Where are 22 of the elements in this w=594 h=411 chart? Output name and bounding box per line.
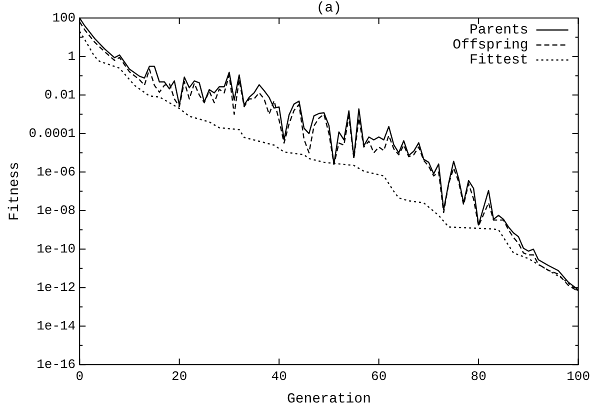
x-tick-label: 60 xyxy=(371,368,387,384)
y-tick-label: 1e-08 xyxy=(36,202,76,218)
y-tick-label: 1e-10 xyxy=(36,242,76,257)
y-tick-label: 0.0001 xyxy=(28,126,76,141)
legend-label: Parents xyxy=(469,22,528,39)
y-tick-label: 100 xyxy=(52,10,76,26)
x-tick-label: 40 xyxy=(271,368,287,384)
y-tick-label: 0.01 xyxy=(44,87,76,102)
x-tick-label: 100 xyxy=(566,368,590,384)
y-tick-label: 1e-14 xyxy=(36,318,76,334)
x-tick-label: 20 xyxy=(172,368,188,384)
legend-label: Offspring xyxy=(452,38,528,54)
x-tick-label: 0 xyxy=(76,368,84,384)
legend-label: Fittest xyxy=(469,52,528,69)
y-tick-label: 1e-06 xyxy=(36,164,76,180)
y-axis-title: Fitness xyxy=(7,162,24,221)
y-tick-label: 1e-16 xyxy=(36,357,76,372)
y-tick-label: 1 xyxy=(68,48,76,64)
x-axis-title: Generation xyxy=(286,391,371,408)
y-tick-label: 1e-12 xyxy=(36,280,76,296)
chart-title: (a) xyxy=(316,0,342,17)
x-tick-label: 80 xyxy=(470,368,486,384)
